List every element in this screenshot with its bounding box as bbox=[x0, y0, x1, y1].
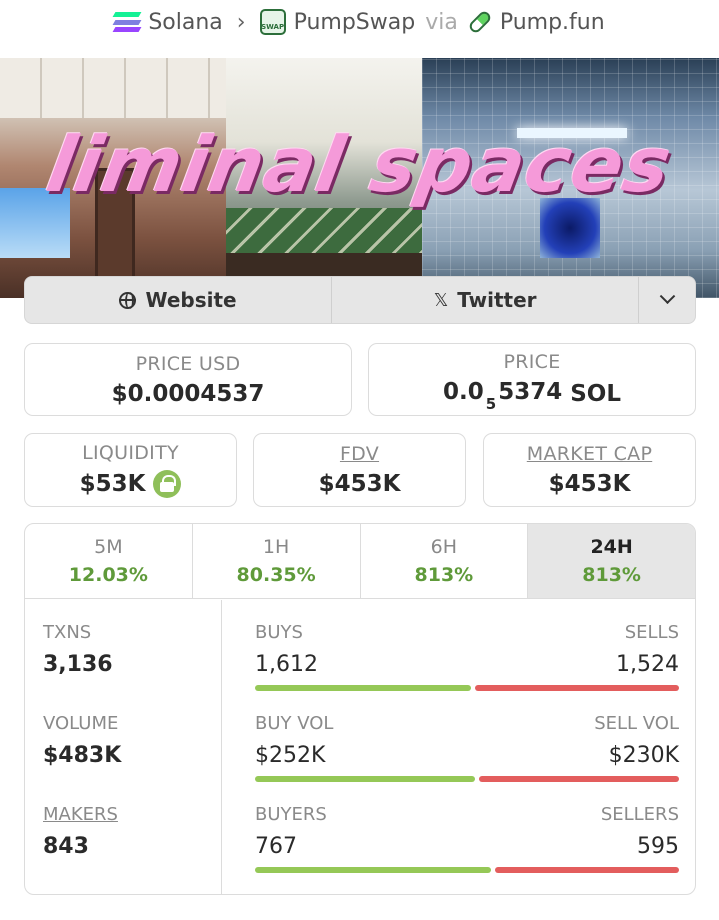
price-usd-value: $0.0004537 bbox=[111, 380, 265, 407]
market-cap-card: MARKET CAP $453K bbox=[483, 433, 696, 507]
solana-icon bbox=[112, 12, 142, 32]
pill-icon bbox=[467, 9, 493, 35]
banner-title: liminal spaces bbox=[40, 120, 679, 209]
buyers-bar-fill bbox=[255, 867, 491, 873]
tab-change: 80.35% bbox=[236, 564, 316, 586]
sells-label: SELLS bbox=[624, 622, 679, 643]
buy-vol-label: BUY VOL bbox=[255, 713, 334, 734]
buys-sells-row: BUYS SELLS 1,612 1,524 bbox=[255, 622, 679, 691]
tab-label: 1H bbox=[262, 536, 290, 558]
via-label: via bbox=[425, 9, 458, 35]
price-native-unit: SOL bbox=[570, 380, 621, 407]
liquidity-label: LIQUIDITY bbox=[82, 442, 179, 464]
buys-sells-bar bbox=[255, 685, 679, 691]
tab-change: 12.03% bbox=[68, 564, 148, 586]
sellers-bar-fill bbox=[495, 867, 679, 873]
token-banner: liminal spaces bbox=[0, 58, 719, 298]
sellers-label: SELLERS bbox=[600, 804, 679, 825]
price-usd-card: PRICE USD $0.0004537 bbox=[24, 343, 352, 416]
buy-vol-bar-fill bbox=[255, 776, 475, 782]
sells-value: 1,524 bbox=[616, 652, 679, 677]
breadcrumb-chain[interactable]: Solana bbox=[112, 9, 223, 35]
totals-column: TXNS 3,136 VOLUME $483K MAKERS 843 bbox=[25, 600, 222, 894]
buy-sell-volume-row: BUY VOL SELL VOL $252K $230K bbox=[255, 713, 679, 782]
breadcrumb-launchpad[interactable]: Pump.fun bbox=[467, 9, 605, 35]
tab-label: 24H bbox=[590, 536, 633, 558]
buys-label: BUYS bbox=[255, 622, 303, 643]
x-icon: 𝕏 bbox=[433, 289, 449, 311]
fdv-label[interactable]: FDV bbox=[339, 443, 380, 465]
price-usd-label: PRICE USD bbox=[135, 352, 241, 375]
banner-photo-hallway bbox=[422, 58, 719, 298]
buys-value: 1,612 bbox=[255, 652, 318, 677]
breadcrumb-separator-icon: › bbox=[236, 9, 246, 35]
tab-6h[interactable]: 6H 813% bbox=[361, 524, 529, 598]
buys-bar-fill bbox=[255, 685, 471, 691]
txns-metric: TXNS 3,136 bbox=[43, 622, 113, 677]
buyers-label: BUYERS bbox=[255, 804, 327, 825]
liquidity-value-row: $53K bbox=[80, 470, 182, 498]
launchpad-label: Pump.fun bbox=[499, 9, 605, 35]
market-cap-label[interactable]: MARKET CAP bbox=[526, 443, 653, 465]
twitter-label: Twitter bbox=[457, 288, 537, 312]
tab-5m[interactable]: 5M 12.03% bbox=[25, 524, 193, 598]
buy-sell-volume-bar bbox=[255, 776, 679, 782]
sell-vol-bar-fill bbox=[479, 776, 679, 782]
volume-metric: VOLUME $483K bbox=[43, 713, 121, 768]
twitter-button[interactable]: 𝕏 Twitter bbox=[332, 277, 640, 323]
banner-photo-room bbox=[226, 58, 422, 298]
fdv-card: FDV $453K bbox=[253, 433, 466, 507]
fdv-value: $453K bbox=[318, 471, 401, 497]
breadcrumb-dex[interactable]: SWAP PumpSwap bbox=[259, 9, 416, 35]
txns-label: TXNS bbox=[43, 622, 92, 643]
tab-24h[interactable]: 24H 813% bbox=[528, 524, 695, 598]
chain-label: Solana bbox=[148, 9, 223, 35]
buyers-value: 767 bbox=[255, 834, 297, 859]
liquidity-value: $53K bbox=[79, 471, 146, 497]
volume-label: VOLUME bbox=[43, 713, 119, 734]
buy-vol-value: $252K bbox=[255, 743, 326, 768]
tab-1h[interactable]: 1H 80.35% bbox=[193, 524, 361, 598]
timeframe-tabs: 5M 12.03% 1H 80.35% 6H 813% 24H 813% bbox=[25, 524, 695, 599]
trading-stats-panel: 5M 12.03% 1H 80.35% 6H 813% 24H 813% TXN… bbox=[24, 523, 696, 895]
price-native-card: PRICE 0.0 55374 SOL bbox=[368, 343, 696, 416]
txns-value: 3,136 bbox=[43, 652, 113, 677]
price-native-prefix: 0.0 bbox=[443, 378, 484, 405]
makers-metric: MAKERS 843 bbox=[43, 804, 118, 859]
links-bar: Website 𝕏 Twitter bbox=[24, 276, 696, 324]
price-native-digits: 5374 bbox=[498, 378, 563, 405]
price-native-value: 0.0 55374 SOL bbox=[443, 378, 621, 414]
chevron-down-icon bbox=[659, 287, 675, 304]
makers-value: 843 bbox=[43, 834, 89, 859]
buyers-sellers-bar bbox=[255, 867, 679, 873]
volume-value: $483K bbox=[43, 743, 122, 768]
more-links-button[interactable] bbox=[639, 277, 695, 323]
makers-label[interactable]: MAKERS bbox=[43, 804, 118, 825]
tab-change: 813% bbox=[582, 564, 641, 586]
buyers-sellers-row: BUYERS SELLERS 767 595 bbox=[255, 804, 679, 873]
price-native-zeros: 5 bbox=[485, 395, 497, 414]
dex-label: PumpSwap bbox=[293, 9, 416, 35]
sell-vol-label: SELL VOL bbox=[594, 713, 679, 734]
price-native-label: PRICE bbox=[503, 350, 561, 373]
lock-icon[interactable] bbox=[153, 470, 182, 498]
tab-change: 813% bbox=[414, 564, 474, 586]
sells-bar-fill bbox=[475, 685, 679, 691]
tab-label: 5M bbox=[94, 536, 123, 558]
banner-photo-office bbox=[0, 58, 226, 298]
sell-vol-value: $230K bbox=[608, 743, 679, 768]
website-label: Website bbox=[145, 288, 237, 312]
globe-icon bbox=[119, 291, 137, 309]
tab-label: 6H bbox=[430, 536, 458, 558]
pumpswap-icon: SWAP bbox=[259, 9, 286, 35]
website-button[interactable]: Website bbox=[25, 277, 333, 323]
market-cap-value: $453K bbox=[548, 471, 631, 497]
sellers-value: 595 bbox=[637, 834, 679, 859]
liquidity-card: LIQUIDITY $53K bbox=[24, 433, 237, 507]
breadcrumb: Solana › SWAP PumpSwap via Pump.fun bbox=[0, 0, 719, 44]
